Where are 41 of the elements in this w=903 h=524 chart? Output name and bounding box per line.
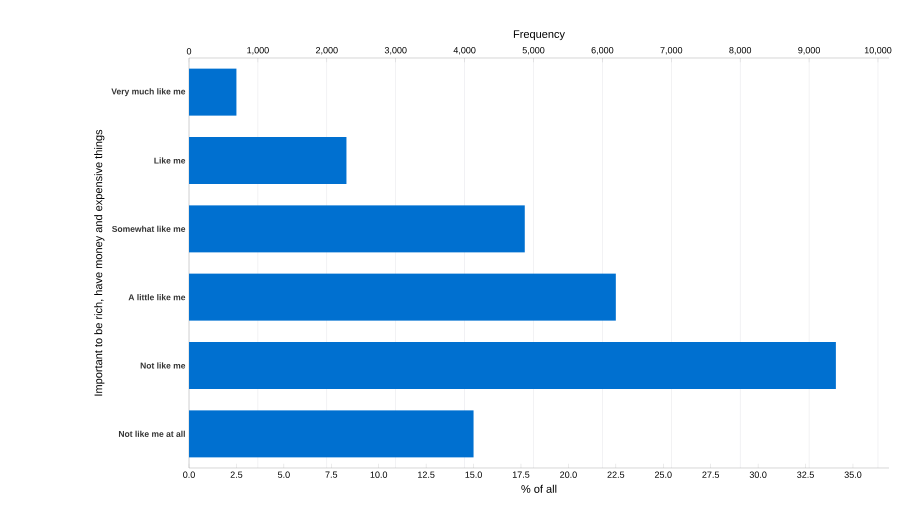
bar <box>189 410 474 458</box>
x-tick-label: 7.5 <box>325 472 338 478</box>
y-axis-title: Important to be rich, have money and expensive things <box>94 130 104 396</box>
y-tick-label: Somewhat like me <box>112 226 186 232</box>
x2-tick-label: 10,000 <box>864 47 892 54</box>
bar <box>189 274 616 321</box>
x-tick-label: 35.0 <box>844 472 862 478</box>
x2-tick-label: 0 <box>186 48 192 54</box>
x-tick-label: 30.0 <box>750 472 767 478</box>
x-tick-label: 15.0 <box>465 472 482 478</box>
x2-tick-label: 7,000 <box>660 47 682 54</box>
y-tick-label: Not like me at all <box>118 430 185 437</box>
bar <box>189 68 236 116</box>
x-tick-label: 10.0 <box>370 472 388 478</box>
bar <box>189 342 836 389</box>
x-tick-label: 22.5 <box>608 472 624 478</box>
y-tick-label: Not like me <box>140 362 186 369</box>
x-tick-label: 5.0 <box>278 472 290 478</box>
x2-tick-label: 1,000 <box>247 47 269 54</box>
x2-tick-label: 8,000 <box>729 47 752 54</box>
x-axis-title: % of all <box>521 484 556 493</box>
x2-tick-label: 6,000 <box>592 47 614 54</box>
x2-tick-label: 9,000 <box>798 47 820 54</box>
x-tick-label: 25.0 <box>654 472 672 478</box>
x2-tick-label: 5,000 <box>522 47 544 54</box>
y-tick-label: A little like me <box>128 294 186 300</box>
x2-axis-title: Frequency <box>514 30 565 40</box>
x2-tick-label: 4,000 <box>454 47 476 54</box>
y-tick-label: Like me <box>154 157 186 164</box>
y-tick-label: Very much like me <box>111 88 186 96</box>
bar <box>189 205 525 252</box>
x-tick-label: 32.5 <box>797 472 814 478</box>
x-tick-label: 17.5 <box>512 472 530 478</box>
x-tick-label: 20.0 <box>560 472 577 478</box>
x-tick-label: 2.5 <box>230 472 242 478</box>
x-tick-label: 12.5 <box>418 472 435 478</box>
x-tick-label: 27.5 <box>702 472 720 478</box>
bar <box>189 137 346 184</box>
x-tick-label: 0.0 <box>183 472 195 478</box>
x2-tick-label: 3,000 <box>384 47 407 54</box>
x2-tick-label: 2,000 <box>316 47 338 54</box>
